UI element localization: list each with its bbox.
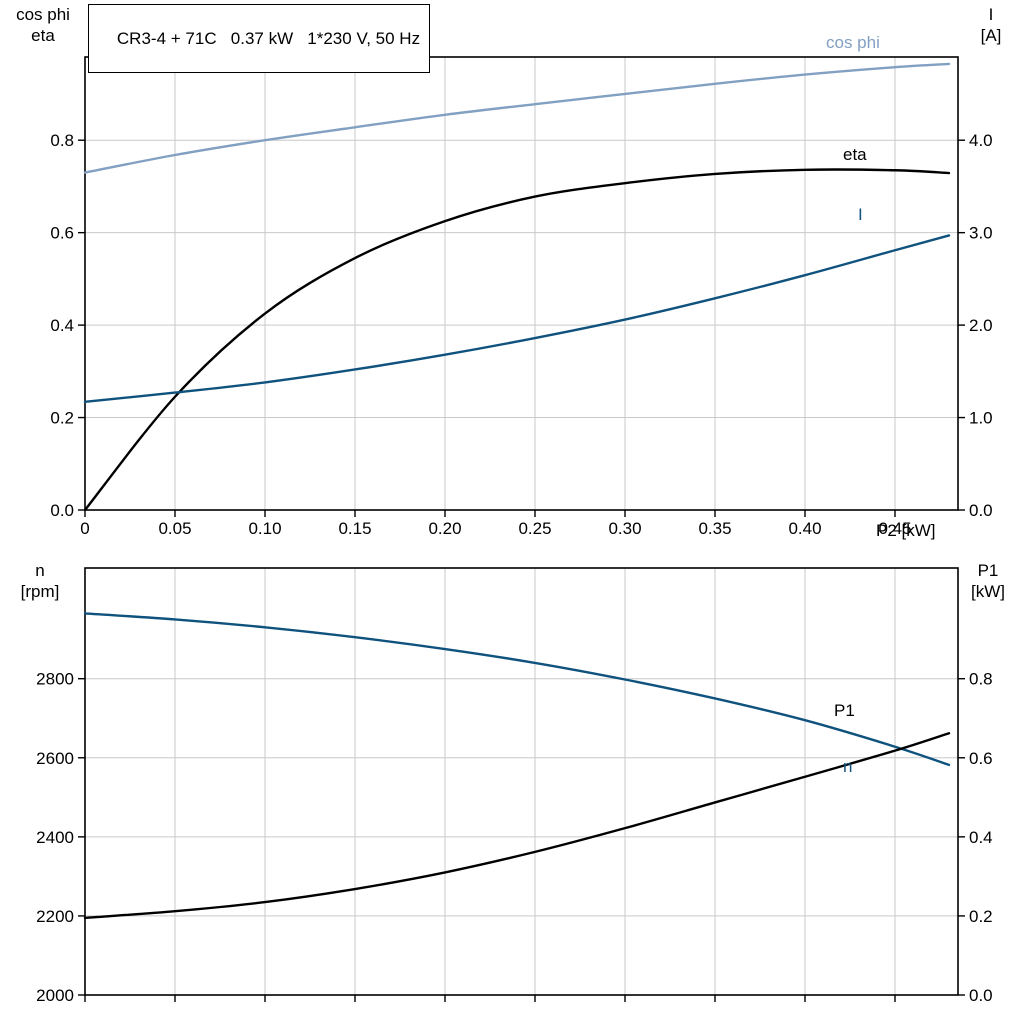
svg-text:0.6: 0.6 <box>969 749 993 768</box>
svg-text:0.10: 0.10 <box>248 519 281 538</box>
svg-text:2000: 2000 <box>36 986 74 1005</box>
svg-text:0.2: 0.2 <box>50 409 74 428</box>
svg-text:0.0: 0.0 <box>969 501 993 520</box>
svg-text:2.0: 2.0 <box>969 316 993 335</box>
top-left-axis-title-line2: eta <box>31 26 55 45</box>
svg-text:0.4: 0.4 <box>969 828 993 847</box>
svg-text:0.45: 0.45 <box>878 519 911 538</box>
svg-text:0.0: 0.0 <box>969 986 993 1005</box>
svg-text:0.6: 0.6 <box>50 224 74 243</box>
current-curve-label: I <box>858 205 863 224</box>
top-left-axis-title: cos phi eta <box>6 4 80 46</box>
svg-text:0.15: 0.15 <box>338 519 371 538</box>
bottom-right-axis-title-line2: [kW] <box>971 582 1005 601</box>
svg-text:0.20: 0.20 <box>428 519 461 538</box>
svg-text:2200: 2200 <box>36 907 74 926</box>
svg-text:1.0: 1.0 <box>969 409 993 428</box>
x-axis-label: P2 [kW] <box>876 521 936 540</box>
svg-text:3.0: 3.0 <box>969 224 993 243</box>
svg-text:0.35: 0.35 <box>698 519 731 538</box>
bottom-left-axis-title: n [rpm] <box>6 560 74 602</box>
chart-title-box: CR3-4 + 71C 0.37 kW 1*230 V, 50 Hz <box>88 4 431 73</box>
svg-text:0.2: 0.2 <box>969 907 993 926</box>
svg-text:0.40: 0.40 <box>788 519 821 538</box>
top-right-axis-title: I [A] <box>964 4 1018 46</box>
svg-text:0.4: 0.4 <box>50 316 74 335</box>
top-right-axis-title-line1: I <box>988 5 994 24</box>
top-right-axis-title-line2: [A] <box>980 26 1002 45</box>
bottom-left-axis-title-line2: [rpm] <box>20 582 60 601</box>
svg-text:0.30: 0.30 <box>608 519 641 538</box>
svg-text:0.8: 0.8 <box>50 131 74 150</box>
bottom-left-axis-title-line1: n <box>35 561 45 580</box>
svg-text:4.0: 4.0 <box>969 131 993 150</box>
svg-text:0.8: 0.8 <box>969 670 993 689</box>
svg-text:0.05: 0.05 <box>158 519 191 538</box>
svg-text:2600: 2600 <box>36 749 74 768</box>
top-left-axis-title-line1: cos phi <box>16 5 70 24</box>
svg-text:0: 0 <box>80 519 89 538</box>
svg-text:0.25: 0.25 <box>518 519 551 538</box>
chart-title: CR3-4 + 71C 0.37 kW 1*230 V, 50 Hz <box>116 29 421 48</box>
cos-phi-curve-label: cos phi <box>826 33 880 52</box>
svg-text:2800: 2800 <box>36 670 74 689</box>
bottom-right-axis-title-line1: P1 <box>977 561 999 580</box>
eta-curve-label: eta <box>843 145 867 164</box>
svg-text:2400: 2400 <box>36 828 74 847</box>
p1-curve-label: P1 <box>834 701 855 720</box>
speed-curve-label: n <box>843 757 853 776</box>
bottom-right-axis-title: P1 [kW] <box>958 560 1018 602</box>
svg-text:0.0: 0.0 <box>50 501 74 520</box>
